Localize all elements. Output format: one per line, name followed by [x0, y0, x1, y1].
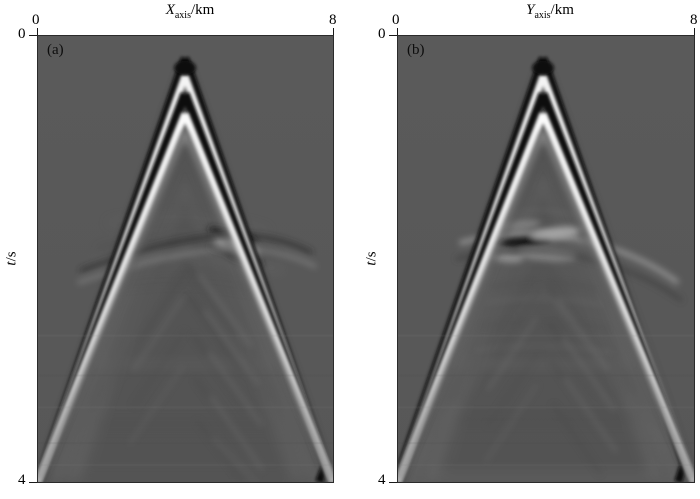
panel-b: Yaxis/km 0 8 0 4 t/s	[360, 0, 700, 499]
panel-b-seismic-image	[398, 36, 694, 482]
panel-a-plot-area: (a)	[37, 35, 334, 483]
panel-b-ytick-0: 0	[378, 26, 386, 42]
panel-a-ytick-0: 0	[18, 26, 26, 42]
panel-a-x-axis-symbol: X	[165, 2, 175, 18]
panel-b-ytick-mark-bottom	[389, 482, 403, 483]
panel-b-x-axis-title: Yaxis/km	[460, 2, 640, 21]
panel-a-y-axis-var: t	[3, 261, 20, 266]
panel-b-ytick-4: 4	[378, 472, 386, 488]
panel-b-x-axis-subscript: axis	[534, 10, 551, 21]
panel-a-ytick-4: 4	[18, 472, 26, 488]
panel-b-xtick-0: 0	[392, 12, 400, 28]
panel-a: Xaxis/km 0 8 0 4 t/s	[4, 2, 337, 488]
panel-b-letter: (b)	[407, 42, 425, 58]
panel-b-xtick-8: 8	[690, 12, 698, 28]
panel-a-x-axis-unit: /km	[190, 2, 215, 18]
panel-a-xtick-0: 0	[32, 12, 40, 28]
panel-a-xtick-8: 8	[329, 12, 337, 28]
panel-b-x-axis-unit: /km	[550, 2, 574, 18]
panel-b-y-axis-unit: /s	[363, 251, 380, 262]
panel-a-seismic-image	[38, 36, 333, 482]
panel-a-x-axis-title: Xaxis/km	[100, 2, 280, 21]
panel-b-x-axis-symbol: Y	[526, 2, 535, 18]
panel-b-ytick-mark-top	[389, 35, 403, 36]
panel-a-ytick-mark-top	[29, 35, 43, 36]
panel-a-y-axis-label: t/s	[4, 239, 21, 279]
panel-b-y-axis-label: t/s	[364, 239, 381, 279]
panel-b-plot-area: (b)	[397, 35, 695, 483]
panel-a-y-axis-unit: /s	[3, 251, 20, 262]
panel-a-letter: (a)	[47, 42, 64, 58]
panel-a-ytick-mark-bottom	[29, 482, 43, 483]
panel-a-x-axis-subscript: axis	[174, 10, 191, 21]
panel-b-y-axis-var: t	[363, 261, 380, 266]
